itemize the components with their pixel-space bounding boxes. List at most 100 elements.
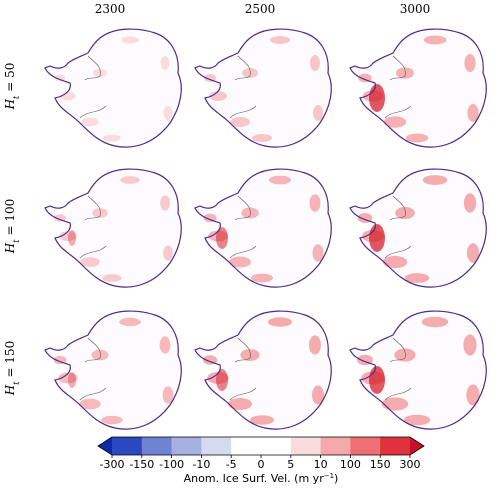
anomaly-core <box>216 227 228 249</box>
colorbar-tick-label: 5 <box>287 458 294 471</box>
anomaly-patch <box>159 336 171 354</box>
antarctica-map <box>44 28 182 148</box>
column-title: 3000 <box>400 2 431 16</box>
anomaly-patch <box>423 35 447 45</box>
row-label-value: = 100 <box>3 199 17 236</box>
grounding-line <box>79 337 107 401</box>
antarctica-map <box>349 28 487 148</box>
anomaly-patch <box>309 194 321 212</box>
land <box>350 169 487 288</box>
row-label-value: = 50 <box>3 63 17 92</box>
anomaly-patch <box>405 133 429 143</box>
row-label: Ht = 150 <box>3 341 21 396</box>
antarctica-map <box>44 310 182 430</box>
row-label-symbol: H <box>3 242 17 254</box>
grounding-line <box>384 55 412 119</box>
colorbar-segment <box>320 437 351 455</box>
row-label-subscript: t <box>12 381 21 385</box>
land <box>45 29 182 148</box>
anomaly-patch <box>382 255 408 269</box>
anomaly-patch <box>422 175 448 185</box>
row-label-symbol: H <box>3 384 17 396</box>
colorbar-segment <box>380 437 411 455</box>
anomaly-patch <box>312 244 324 262</box>
anomaly-patch <box>240 349 260 361</box>
antarctica-map <box>194 310 332 430</box>
anomaly-patch <box>163 106 173 120</box>
anomaly-patch <box>250 415 274 425</box>
anomaly-patch <box>403 414 431 426</box>
anomaly-patch <box>102 274 122 282</box>
colorbar-segment <box>261 437 292 455</box>
anomaly-core <box>68 372 76 388</box>
anomaly-patch <box>160 195 170 211</box>
anomaly-patch <box>92 208 108 218</box>
anomaly-patch <box>251 273 273 283</box>
colorbar-extend-low <box>98 437 112 455</box>
land <box>45 169 182 288</box>
grounding-line <box>229 195 257 259</box>
anomaly-patch <box>119 317 141 327</box>
colorbar-tick-label: -5 <box>226 458 237 471</box>
colorbar-extend-high <box>410 437 424 455</box>
anomaly-patch <box>59 231 77 241</box>
anomaly-patch <box>229 256 251 268</box>
row-label-subscript: t <box>12 95 21 99</box>
anomaly-patch <box>269 175 291 185</box>
anomaly-patch <box>268 317 292 327</box>
anomaly-patch <box>101 415 123 425</box>
anomaly-patch <box>120 176 140 184</box>
anomaly-patch <box>160 56 170 70</box>
anomaly-core <box>216 369 228 391</box>
antarctica-map <box>349 310 487 430</box>
land <box>195 29 332 148</box>
colorbar-segment <box>231 437 262 455</box>
anomaly-patch <box>93 68 107 78</box>
anomaly-patch <box>309 335 321 355</box>
anomaly-patch <box>395 206 415 220</box>
anomaly-patch <box>103 134 121 142</box>
anomaly-patch <box>79 398 101 410</box>
row-label-subscript: t <box>12 239 21 243</box>
anomaly-core <box>369 366 385 394</box>
colorbar-tick-label: -10 <box>192 458 210 471</box>
anomaly-patch <box>162 386 174 404</box>
row-label-value: = 150 <box>3 341 17 378</box>
colorbar-tick-label: 100 <box>340 458 361 471</box>
anomaly-patch <box>270 36 290 44</box>
map-panels <box>44 28 487 430</box>
land <box>45 311 182 430</box>
anomaly-patch <box>121 36 139 44</box>
land <box>350 311 487 430</box>
row-label: Ht = 50 <box>3 63 21 111</box>
anomaly-patch <box>81 117 99 127</box>
colorbar-segment <box>290 437 321 455</box>
column-title: 2500 <box>245 2 276 16</box>
colorbar-segment <box>350 437 381 455</box>
anomaly-patch <box>466 243 480 263</box>
colorbar-tick-label: -100 <box>159 458 184 471</box>
anomaly-patch <box>313 105 323 121</box>
colorbar-segment <box>112 437 143 455</box>
anomaly-patch <box>404 273 430 283</box>
anomaly-patch <box>383 116 407 128</box>
colorbar-segment <box>141 437 172 455</box>
anomaly-core <box>369 224 385 252</box>
anomaly-patch <box>312 385 324 405</box>
anomaly-patch <box>464 54 476 72</box>
antarctica-map <box>44 168 182 288</box>
anomaly-core <box>369 84 385 112</box>
colorbar-segment <box>201 437 232 455</box>
grounding-line <box>229 55 257 119</box>
column-title: 2300 <box>95 2 126 16</box>
anomaly-patch <box>241 207 259 219</box>
colorbar-label-superscript: −1 <box>324 472 334 480</box>
antarctica-map <box>194 28 332 148</box>
antarctica-map <box>349 168 487 288</box>
land <box>195 169 332 288</box>
anomaly-patch <box>163 245 173 261</box>
anomaly-patch <box>466 384 480 406</box>
anomaly-core <box>68 230 76 246</box>
anomaly-patch <box>54 74 66 82</box>
